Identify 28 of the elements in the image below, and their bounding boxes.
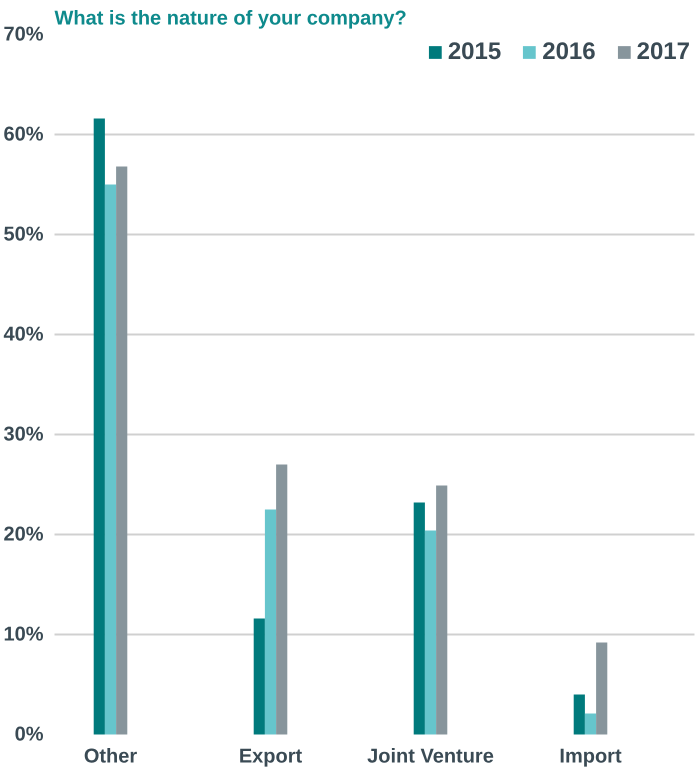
bar <box>436 486 448 734</box>
x-tick-label: Export <box>238 746 303 768</box>
chart-title: What is the nature of your company? <box>54 8 407 30</box>
y-tick-label: 0% <box>14 724 44 746</box>
y-tick-label: 10% <box>3 624 44 646</box>
bar <box>424 530 436 734</box>
bar <box>584 714 596 734</box>
bar <box>94 118 105 734</box>
bar <box>264 510 276 734</box>
bar <box>254 618 265 734</box>
legend-label: 2016 <box>542 38 596 66</box>
y-tick-label: 60% <box>3 124 44 146</box>
y-tick-label: 20% <box>3 524 44 546</box>
legend-label: 2015 <box>448 38 502 66</box>
x-tick-label: Import <box>559 746 622 768</box>
x-tick-label: Other <box>84 746 138 768</box>
bar <box>116 166 128 734</box>
y-tick-label: 70% <box>3 24 44 46</box>
bar <box>574 694 585 734</box>
bar <box>104 184 116 734</box>
y-tick-label: 50% <box>3 224 44 246</box>
y-tick-label: 40% <box>3 324 44 346</box>
bar <box>276 464 288 734</box>
legend-label: 2017 <box>636 38 690 66</box>
bar <box>596 642 608 734</box>
y-tick-label: 30% <box>3 424 44 446</box>
bar <box>414 502 425 734</box>
x-tick-label: Joint Venture <box>367 746 494 768</box>
